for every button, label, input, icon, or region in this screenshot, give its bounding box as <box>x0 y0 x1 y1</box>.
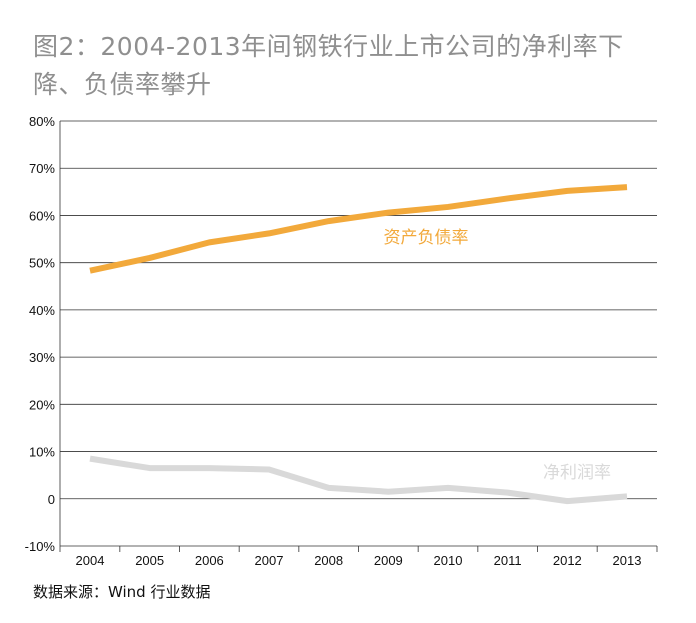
x-tick-label: 2008 <box>314 553 343 568</box>
x-tick-label: 2006 <box>195 553 224 568</box>
x-tick-label: 2007 <box>255 553 284 568</box>
y-tick-label: 70% <box>29 161 55 176</box>
x-tick-label: 2005 <box>135 553 164 568</box>
y-tick-label: 80% <box>29 114 55 129</box>
x-axis-ticks: 2004 2005 2006 2007 2008 2009 2010 2011 2012 2013 <box>59 546 658 568</box>
y-tick-label: 40% <box>29 303 55 318</box>
y-tick-label: 50% <box>29 256 55 271</box>
series-line-net-profit-margin <box>89 455 628 505</box>
y-tick-label: -10% <box>25 539 56 554</box>
y-tick-label: 0 <box>48 492 55 507</box>
y-tick-label: 20% <box>29 397 55 412</box>
x-tick-label: 2012 <box>553 553 582 568</box>
x-tick-label: 2009 <box>374 553 403 568</box>
x-tick-label: 2011 <box>494 553 522 568</box>
source-note: 数据来源：Wind 行业数据 <box>33 583 211 601</box>
x-tick-label: 2013 <box>613 553 642 568</box>
y-tick-label: 60% <box>29 208 55 223</box>
series-lines <box>89 184 628 505</box>
grid-lines <box>59 120 657 547</box>
y-tick-label: 10% <box>29 445 55 460</box>
series-label-debt-ratio: 资产负债率 <box>384 228 469 248</box>
series-label-net-profit-margin: 净利润率 <box>543 463 611 483</box>
x-tick-label: 2010 <box>434 553 463 568</box>
y-tick-label: 30% <box>29 350 55 365</box>
series-line-debt-ratio <box>89 184 628 274</box>
y-axis-ticks: 80% 70% 60% 50% 40% 30% 20% 10% 0 -10% <box>25 114 56 554</box>
chart-title: 图2：2004-2013年间钢铁行业上市公司的净利率下降、负债率攀升 <box>33 32 624 99</box>
x-tick-label: 2004 <box>76 553 105 568</box>
